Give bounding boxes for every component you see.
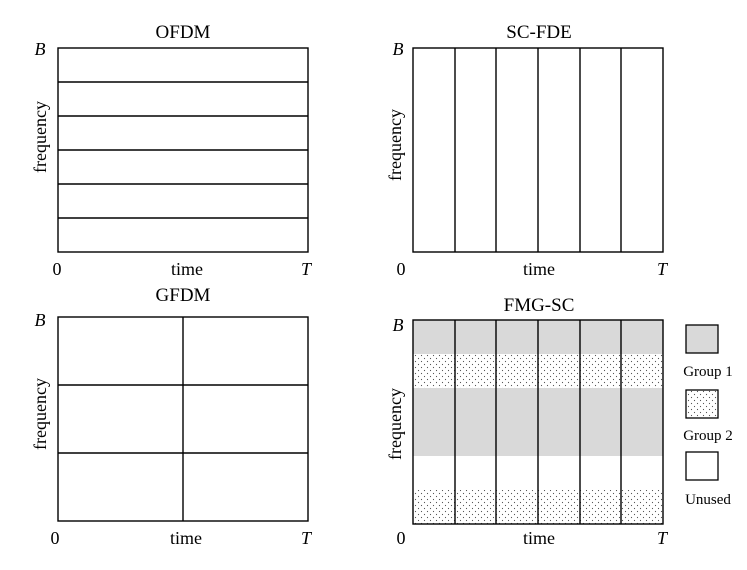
gfdm-origin-label: 0 <box>51 528 60 548</box>
gfdm-top-label: B <box>35 310 46 330</box>
gfdm-title: GFDM <box>156 285 211 306</box>
ofdm-ylabel: frequency <box>30 101 50 173</box>
scfde-title: SC-FDE <box>506 22 571 43</box>
ofdm-title: OFDM <box>156 22 211 43</box>
scfde-panel: SC-FDE B frequency time 0 T <box>385 22 669 279</box>
gfdm-ylabel: frequency <box>30 378 50 450</box>
fmgsc-end-label: T <box>657 528 669 548</box>
scfde-origin-label: 0 <box>397 259 406 279</box>
gfdm-panel: GFDM B frequency time 0 T <box>30 285 313 548</box>
legend-swatch-group1 <box>685 324 719 354</box>
ofdm-xlabel: time <box>171 259 203 279</box>
scfde-top-label: B <box>393 39 404 59</box>
ofdm-panel: OFDM B frequency time 0 T <box>30 22 313 279</box>
gfdm-end-label: T <box>301 528 313 548</box>
legend-label-unused: Unused <box>685 492 731 508</box>
scfde-xlabel: time <box>523 259 555 279</box>
legend-label-group1: Group 1 <box>683 364 733 380</box>
fmgsc-panel: FMG-SC B frequency time 0 T <box>385 295 669 548</box>
ofdm-top-label: B <box>35 39 46 59</box>
legend-swatch-group2 <box>685 389 719 419</box>
fmgsc-origin-label: 0 <box>397 528 406 548</box>
fmgsc-title: FMG-SC <box>504 295 575 316</box>
ofdm-origin-label: 0 <box>53 259 62 279</box>
scfde-end-label: T <box>657 259 669 279</box>
fmgsc-top-label: B <box>393 315 404 335</box>
legend-swatch-unused <box>685 451 719 481</box>
gfdm-xlabel: time <box>170 528 202 548</box>
legend: Group 1 Group 2 Unused <box>683 324 733 508</box>
legend-label-group2: Group 2 <box>683 428 733 444</box>
fmgsc-ylabel: frequency <box>385 388 405 460</box>
scfde-ylabel: frequency <box>385 109 405 181</box>
fmgsc-xlabel: time <box>523 528 555 548</box>
ofdm-end-label: T <box>301 259 313 279</box>
